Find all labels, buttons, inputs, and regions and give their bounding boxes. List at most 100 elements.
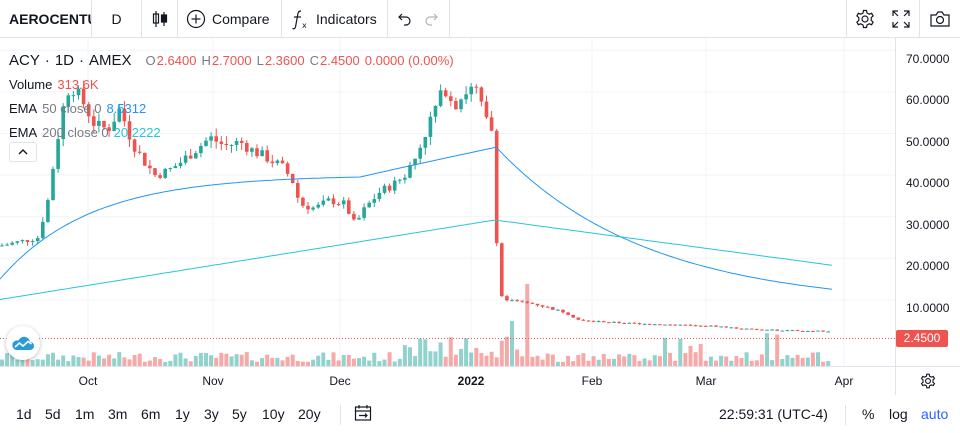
- fullscreen-button[interactable]: [882, 0, 920, 38]
- volume-bar: [724, 356, 729, 366]
- volume-bar: [153, 357, 157, 366]
- candle-body: [285, 163, 290, 174]
- volume-bar: [81, 357, 86, 366]
- volume-bar: [525, 284, 530, 366]
- volume-bar: [5, 353, 10, 366]
- price-tick: 10.0000: [906, 301, 950, 315]
- candle-body: [352, 213, 356, 220]
- ema200-legend[interactable]: EMA 200 close 0 20.2222: [9, 120, 454, 144]
- snapshot-button[interactable]: [920, 0, 960, 38]
- candle-body: [132, 139, 137, 152]
- candle-body: [41, 221, 45, 239]
- candle-body: [122, 108, 127, 122]
- volume-bar: [285, 356, 290, 366]
- volume-bar: [739, 357, 744, 366]
- volume-bar: [652, 355, 657, 366]
- volume-bar: [693, 352, 698, 366]
- logo-badge[interactable]: [6, 326, 40, 360]
- indicators-button[interactable]: x Indicators: [282, 0, 388, 38]
- volume-bar: [540, 359, 545, 366]
- range-separator: [340, 405, 341, 425]
- candle-body: [510, 300, 514, 302]
- volume-bar: [504, 336, 509, 366]
- volume-bar: [127, 359, 132, 366]
- range-button-5y[interactable]: 5y: [232, 406, 247, 422]
- ema50-line: [0, 146, 833, 290]
- candle-body: [153, 168, 157, 176]
- range-button-1m[interactable]: 1m: [75, 406, 95, 422]
- volume-bar: [596, 359, 601, 366]
- symbol-search-button[interactable]: AEROCENTU: [0, 0, 92, 38]
- candle-body: [663, 324, 667, 326]
- open-label: O: [145, 52, 156, 68]
- candle-body: [688, 324, 693, 326]
- chart-pane[interactable]: [0, 38, 895, 366]
- range-button-3y[interactable]: 3y: [204, 406, 219, 422]
- price-scale[interactable]: 70.0000 60.0000 50.0000 40.0000 30.0000 …: [895, 38, 960, 366]
- collapse-legend-button[interactable]: [9, 142, 37, 162]
- low-value: 2.3600: [264, 52, 305, 68]
- volume-bar: [372, 352, 377, 366]
- timezone-clock[interactable]: 22:59:31 (UTC-4): [719, 406, 828, 422]
- price-tick: 30.0000: [906, 218, 950, 232]
- go-to-date-button[interactable]: [354, 404, 372, 425]
- volume-bar: [336, 360, 341, 366]
- range-button-1d[interactable]: 1d: [16, 406, 32, 422]
- time-scale[interactable]: Oct Nov Dec 2022 Feb Mar Apr: [0, 366, 895, 395]
- chart-type-button[interactable]: [142, 0, 178, 38]
- range-button-20y[interactable]: 20y: [298, 406, 321, 422]
- camera-icon: [930, 11, 950, 27]
- candle-body: [724, 326, 728, 328]
- volume-bar: [821, 361, 826, 366]
- range-button-3m[interactable]: 3m: [108, 406, 128, 422]
- log-scale-toggle[interactable]: log: [889, 406, 908, 422]
- volume-bar: [606, 358, 611, 366]
- candle-body: [250, 148, 254, 152]
- percent-scale-toggle[interactable]: %: [862, 406, 875, 422]
- range-button-1y[interactable]: 1y: [175, 406, 190, 422]
- candle-body: [749, 328, 754, 330]
- volume-bar: [107, 354, 112, 366]
- candle-body: [56, 139, 60, 169]
- volume-bar: [173, 354, 178, 366]
- chart-settings-button[interactable]: [846, 0, 882, 38]
- volume-bar: [520, 356, 525, 366]
- interval-button[interactable]: D: [92, 0, 142, 38]
- ema50-value: 8.5312: [106, 100, 147, 116]
- ema50-name: EMA: [9, 100, 38, 116]
- candle-body: [255, 148, 259, 157]
- volume-bar: [66, 361, 71, 366]
- volume-bar: [346, 354, 351, 366]
- volume-legend[interactable]: Volume 313.6K: [9, 72, 454, 96]
- series-legend: ACY · 1D · AMEX O 2.6400 H 2.7000 L 2.3600 …: [9, 48, 454, 72]
- candle-body: [760, 329, 764, 331]
- volume-bar: [678, 338, 683, 366]
- volume-bar: [229, 356, 234, 366]
- undo-button[interactable]: [396, 11, 412, 30]
- auto-scale-toggle[interactable]: auto: [921, 406, 949, 422]
- range-button-6m[interactable]: 6m: [141, 406, 161, 422]
- compare-button[interactable]: Compare: [178, 0, 282, 38]
- range-button-10y[interactable]: 10y: [262, 406, 285, 422]
- volume-bar: [459, 348, 463, 366]
- candle-body: [494, 130, 499, 244]
- volume-bar: [550, 354, 555, 366]
- range-button-5d[interactable]: 5d: [45, 406, 61, 422]
- volume-bar: [765, 333, 769, 366]
- candle-body: [296, 183, 300, 198]
- candle-body: [765, 329, 769, 331]
- scale-settings-button[interactable]: [895, 366, 960, 395]
- candle-body: [775, 329, 779, 331]
- redo-button[interactable]: [424, 11, 440, 30]
- volume-bar: [453, 354, 458, 366]
- volume-bar: [377, 361, 382, 366]
- volume-bar: [15, 359, 20, 366]
- price-chart-canvas[interactable]: [0, 38, 895, 366]
- candle-body: [464, 94, 468, 100]
- volume-bar: [56, 359, 61, 366]
- volume-bar: [657, 356, 662, 366]
- volume-bar: [418, 338, 423, 366]
- volume-bar: [749, 360, 754, 366]
- volume-bar: [357, 358, 361, 366]
- ema50-legend[interactable]: EMA 50 close 0 8.5312: [9, 96, 454, 120]
